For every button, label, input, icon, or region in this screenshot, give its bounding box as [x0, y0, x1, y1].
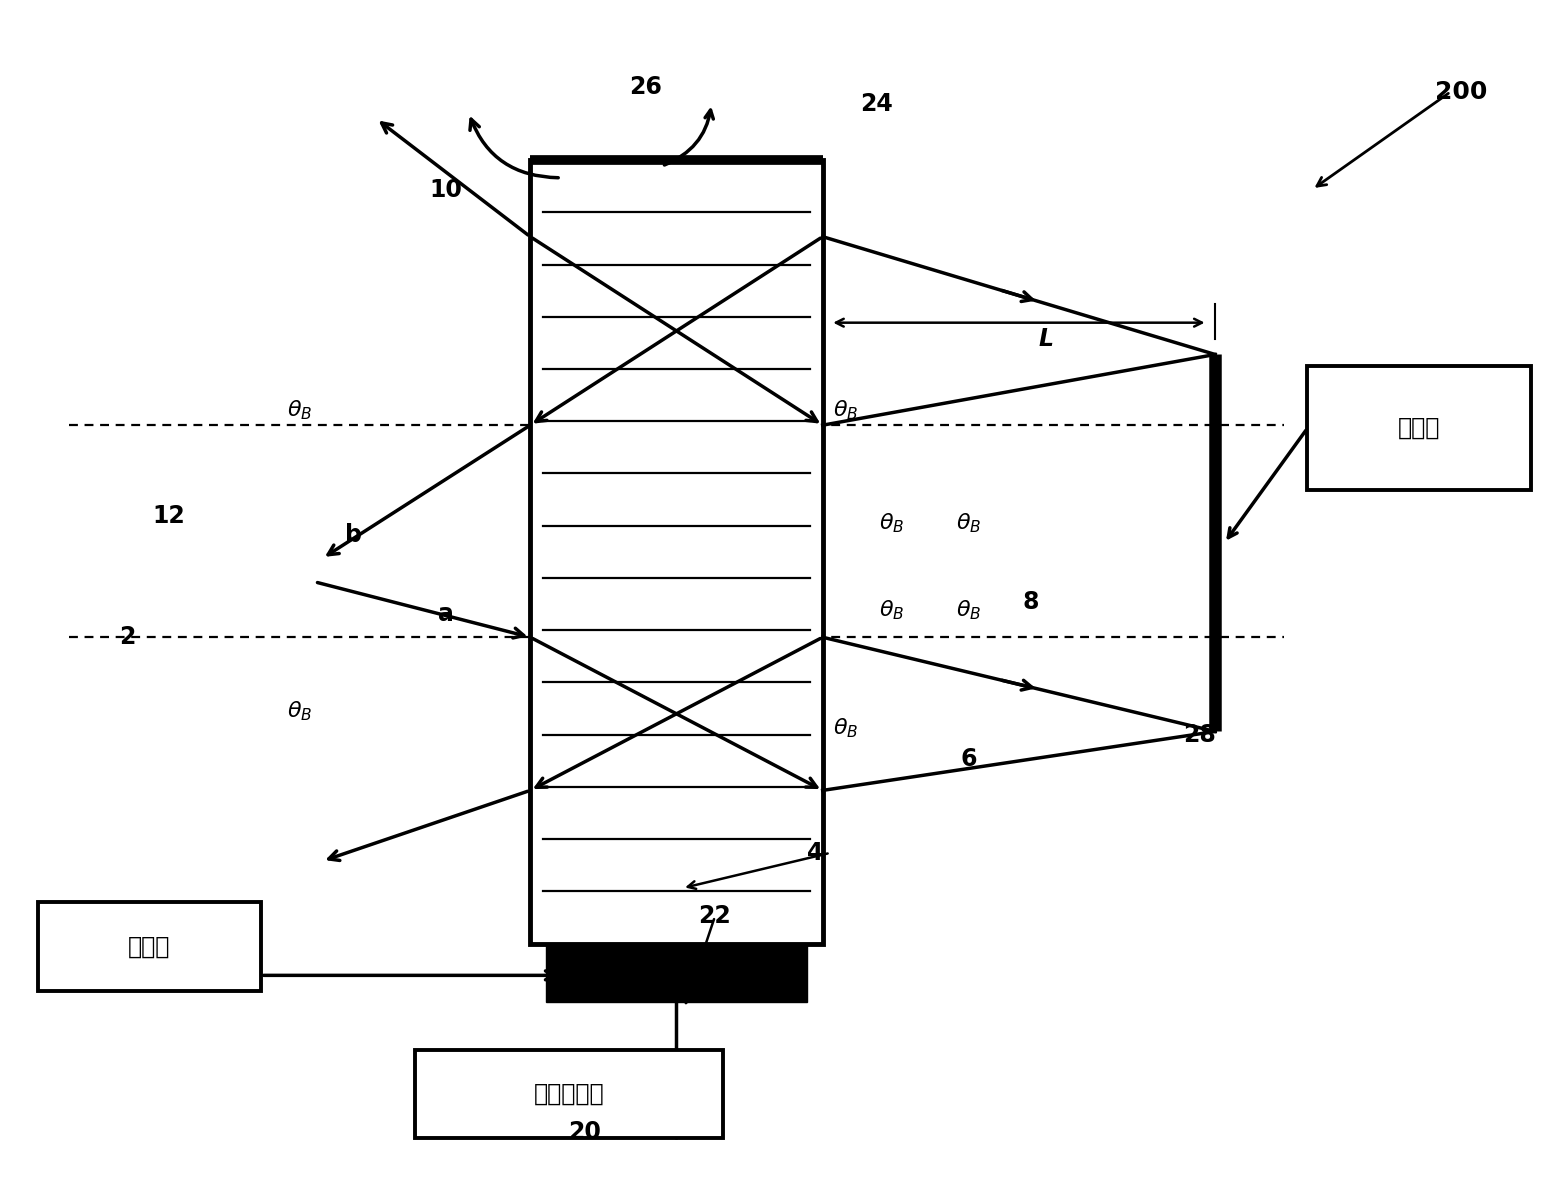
- Text: $\theta_B$: $\theta_B$: [957, 511, 981, 535]
- Text: 24: 24: [860, 92, 893, 116]
- Text: 8: 8: [1022, 590, 1039, 614]
- Text: 4: 4: [808, 840, 823, 865]
- Text: 2: 2: [120, 626, 135, 650]
- Text: $\theta_B$: $\theta_B$: [879, 511, 904, 535]
- Bar: [545, 944, 808, 1002]
- Bar: [37, 902, 261, 991]
- Bar: [1308, 366, 1531, 490]
- Text: $\theta_B$: $\theta_B$: [957, 598, 981, 622]
- Text: 26: 26: [629, 75, 662, 99]
- Text: 射频信号源: 射频信号源: [533, 1082, 604, 1106]
- Text: 换能器: 换能器: [129, 935, 171, 958]
- Text: 22: 22: [699, 905, 731, 929]
- Text: 10: 10: [429, 178, 463, 201]
- Bar: [530, 160, 823, 944]
- Text: $\theta_B$: $\theta_B$: [287, 398, 312, 422]
- Text: $\theta_B$: $\theta_B$: [832, 398, 859, 422]
- Text: L: L: [1039, 327, 1053, 352]
- Text: $\theta_B$: $\theta_B$: [832, 716, 859, 740]
- Text: b: b: [345, 523, 362, 547]
- Text: 反射镖: 反射镖: [1398, 416, 1440, 440]
- Text: 20: 20: [568, 1120, 601, 1144]
- Text: $\theta_B$: $\theta_B$: [287, 700, 312, 724]
- Text: 28: 28: [1183, 724, 1216, 747]
- Text: $\theta_B$: $\theta_B$: [879, 598, 904, 622]
- Text: 12: 12: [152, 504, 185, 528]
- Text: a: a: [438, 602, 453, 626]
- Text: 200: 200: [1435, 80, 1488, 104]
- Bar: [415, 1050, 722, 1138]
- Text: 6: 6: [961, 746, 977, 770]
